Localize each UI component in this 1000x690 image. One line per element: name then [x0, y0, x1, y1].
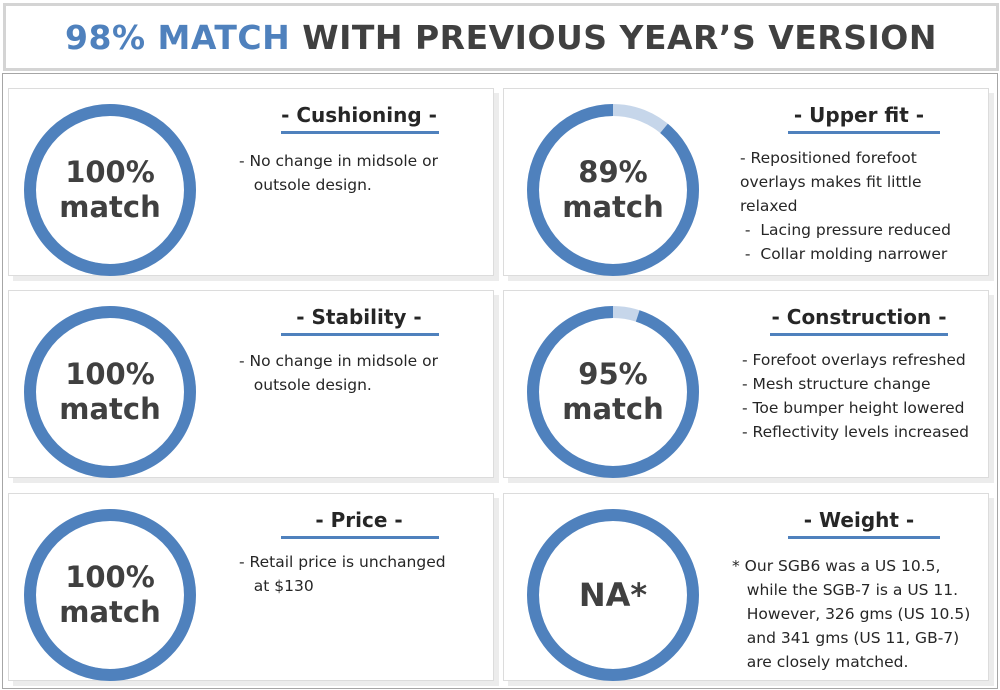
ring-fill — [24, 306, 196, 478]
match-percent: 100% — [65, 560, 155, 594]
page-header: 98% MATCH WITH PREVIOUS YEAR’S VERSION — [3, 3, 999, 71]
title-underline — [281, 131, 439, 134]
description-line: overlays makes fit little — [740, 173, 922, 191]
title-underline — [770, 333, 948, 336]
panel-description: - Forefoot overlays refreshed - Mesh str… — [742, 348, 969, 444]
panel-weight: NA* - Weight - * Our SGB6 was a US 10.5,… — [503, 493, 989, 681]
panel-upper-fit: 89% match - Upper fit - - Repositioned f… — [503, 88, 989, 276]
match-percent: 89% — [578, 155, 648, 189]
panel-description: - Repositioned forefoot overlays makes f… — [740, 146, 951, 266]
panel-title: - Cushioning - — [281, 103, 437, 127]
match-ring: 100% match — [21, 303, 199, 481]
panel-stability: 100% match - Stability - - No change in … — [8, 290, 494, 478]
description-line: at $130 — [239, 577, 314, 595]
match-ring: NA* — [524, 506, 702, 684]
header-highlight: 98% MATCH — [65, 17, 291, 57]
match-ring: 100% match — [21, 101, 199, 279]
description-line: - Collar molding narrower — [740, 245, 948, 263]
description-line: are closely matched. — [732, 653, 909, 671]
description-line: - Lacing pressure reduced — [740, 221, 951, 239]
title-underline — [788, 536, 940, 539]
panel-construction: 95% match - Construction - - Forefoot ov… — [503, 290, 989, 478]
ring-fill — [527, 306, 699, 478]
panel-title: - Construction - — [771, 305, 947, 329]
description-line: outsole design. — [239, 376, 372, 394]
description-line: * Our SGB6 was a US 10.5, — [732, 557, 941, 575]
match-word: match — [562, 392, 664, 426]
match-ring: 95% match — [524, 303, 702, 481]
ring-fill — [527, 104, 699, 276]
match-word: match — [59, 190, 161, 224]
description-line: and 341 gms (US 11, GB-7) — [732, 629, 960, 647]
header-title-rest: WITH PREVIOUS YEAR’S VERSION — [302, 17, 937, 57]
description-line: while the SGB-7 is a US 11. — [732, 581, 959, 599]
panel-description: - No change in midsole or outsole design… — [239, 349, 438, 397]
panel-title: - Price - — [315, 508, 403, 532]
match-label: 100% match — [21, 506, 199, 684]
match-word: match — [59, 392, 161, 426]
description-line: - Toe bumper height lowered — [742, 399, 965, 417]
match-percent: NA* — [578, 575, 648, 614]
match-label: 95% match — [524, 303, 702, 481]
panel-title: - Weight - — [803, 508, 915, 532]
panel-description: * Our SGB6 was a US 10.5, while the SGB-… — [732, 554, 970, 674]
match-label: NA* — [524, 506, 702, 684]
description-line: - Retail price is unchanged — [239, 553, 446, 571]
ring-fill — [24, 104, 196, 276]
match-label: 100% match — [21, 303, 199, 481]
panel-price: 100% match - Price - - Retail price is u… — [8, 493, 494, 681]
match-word: match — [562, 190, 664, 224]
match-percent: 100% — [65, 155, 155, 189]
description-line: However, 326 gms (US 10.5) — [732, 605, 971, 623]
description-line: - No change in midsole or — [239, 352, 438, 370]
ring-fill — [24, 509, 196, 681]
match-ring: 89% match — [524, 101, 702, 279]
title-underline — [281, 536, 439, 539]
panel-title: - Upper fit - — [793, 103, 925, 127]
title-underline — [281, 333, 439, 336]
match-percent: 100% — [65, 357, 155, 391]
description-line: - No change in midsole or — [239, 152, 438, 170]
description-line: - Forefoot overlays refreshed — [742, 351, 966, 369]
panel-description: - Retail price is unchanged at $130 — [239, 550, 446, 598]
panel-title: - Stability - — [296, 305, 422, 329]
description-line: - Repositioned forefoot — [740, 149, 917, 167]
description-line: - Reflectivity levels increased — [742, 423, 970, 441]
match-word: match — [59, 595, 161, 629]
match-ring: 100% match — [21, 506, 199, 684]
title-underline — [788, 131, 940, 134]
description-line: - Mesh structure change — [742, 375, 931, 393]
panel-description: - No change in midsole or outsole design… — [239, 149, 438, 197]
match-label: 100% match — [21, 101, 199, 279]
match-label: 89% match — [524, 101, 702, 279]
match-percent: 95% — [578, 357, 648, 391]
ring-fill — [527, 509, 699, 681]
description-line: relaxed — [740, 197, 798, 215]
panel-cushioning: 100% match - Cushioning - - No change in… — [8, 88, 494, 276]
description-line: outsole design. — [239, 176, 372, 194]
